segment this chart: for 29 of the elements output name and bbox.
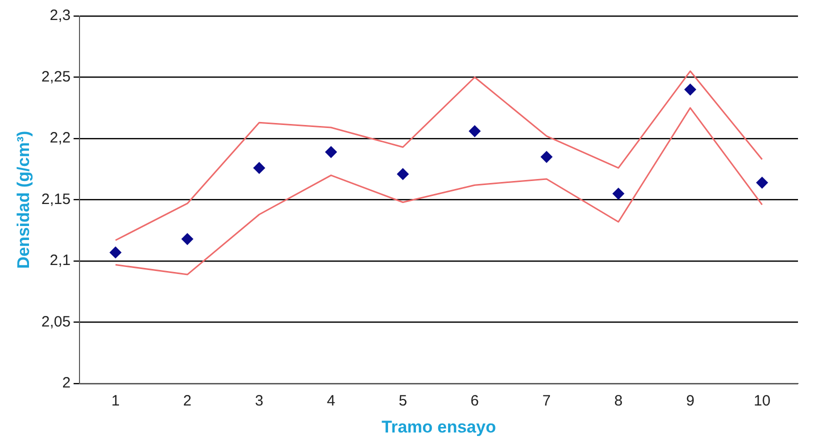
x-tick-label: 4	[326, 392, 336, 410]
y-tick-label: 2,3	[50, 7, 71, 24]
x-tick-label: 8	[614, 392, 623, 410]
x-axis-title: Tramo ensayo	[382, 417, 496, 436]
y-tick-label: 2,25	[41, 68, 71, 86]
point	[468, 125, 480, 137]
x-tick-label: 3	[255, 392, 264, 410]
y-tick-label: 2,15	[41, 190, 71, 208]
point	[612, 188, 624, 200]
point	[253, 162, 265, 174]
x-tick-label: 1	[111, 392, 120, 410]
y-axis-title: Densidad (g/cm³)	[14, 130, 33, 269]
point	[325, 146, 337, 158]
x-tick-label: 5	[398, 392, 408, 410]
point	[756, 176, 768, 188]
x-tick-label: 10	[754, 392, 770, 410]
x-tick-label: 6	[470, 392, 479, 410]
point	[684, 84, 696, 96]
x-tick-label: 7	[542, 392, 551, 410]
point	[110, 246, 122, 258]
point	[182, 233, 194, 245]
x-tick-label: 9	[686, 392, 694, 410]
point	[397, 168, 409, 180]
y-tick-label: 2	[62, 374, 71, 392]
y-tick-label: 2,1	[50, 252, 71, 270]
point	[540, 151, 552, 163]
x-tick-label: 2	[183, 392, 192, 410]
y-tick-label: 2,2	[50, 130, 71, 147]
y-tick-label: 2,05	[41, 313, 71, 330]
